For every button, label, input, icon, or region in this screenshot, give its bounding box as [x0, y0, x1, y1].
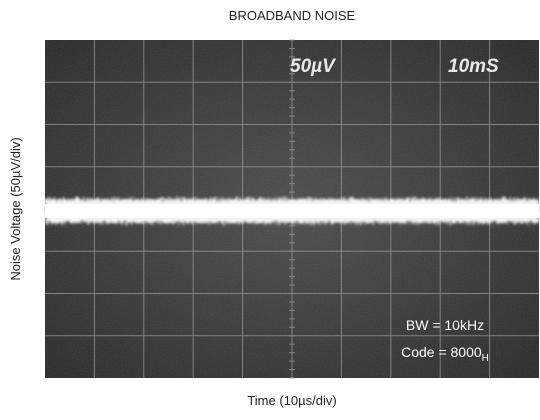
x-axis-label: Time (10µs/div)	[247, 393, 336, 408]
page: {"figure": { "title": "BROADBAND NOISE",…	[0, 0, 540, 415]
y-axis-label: Noise Voltage (50µV/div)	[8, 137, 23, 280]
annotation-code-text: Code = 8000	[401, 344, 482, 360]
noise-trace	[45, 199, 539, 223]
title: BROADBAND NOISE	[229, 8, 356, 23]
volts-per-div: 50µV	[290, 56, 336, 77]
annotation-bw: BW = 10kHz	[406, 317, 484, 333]
time-per-div: 10mS	[448, 56, 499, 77]
annotation-code-subscript: H	[482, 353, 489, 364]
figure: BROADBAND NOISE 50µV 10mS BW = 10kHz Cod…	[0, 0, 540, 415]
